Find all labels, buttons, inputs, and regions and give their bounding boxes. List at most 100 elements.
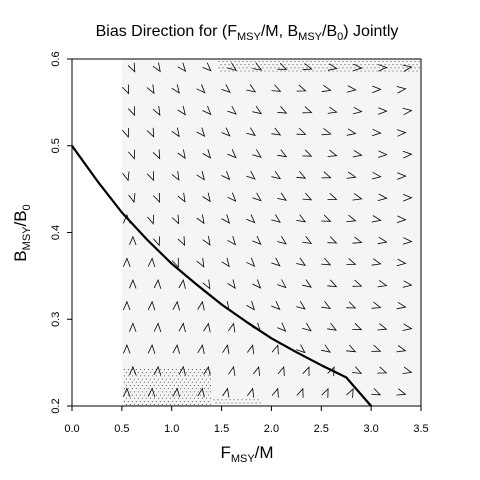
dot [288, 70, 290, 72]
dot [143, 369, 145, 370]
dot [218, 61, 220, 62]
dot [241, 399, 243, 401]
vector-arrow [277, 322, 287, 332]
vector-arrow [371, 388, 382, 396]
dot [153, 378, 155, 380]
dot [294, 67, 296, 69]
dot [394, 61, 396, 62]
dot [173, 391, 175, 393]
vector-arrow [246, 170, 256, 180]
dot [165, 404, 167, 406]
vector-arrow [377, 193, 388, 201]
dot [137, 378, 139, 380]
dot [163, 388, 165, 390]
x-tick-label: 1.5 [214, 423, 229, 435]
dot [191, 381, 193, 383]
dot [167, 388, 169, 390]
dot [125, 404, 127, 406]
dot [370, 61, 372, 62]
dot [356, 70, 358, 72]
dot [410, 67, 412, 69]
vector-arrow [302, 279, 312, 288]
dot [159, 401, 161, 402]
ylabel-mid: /B [11, 210, 30, 226]
dot [374, 67, 376, 69]
dot [147, 381, 149, 383]
dot [133, 397, 135, 399]
dot [135, 394, 137, 396]
dot [179, 388, 181, 390]
dot [189, 391, 191, 393]
dot [205, 397, 207, 399]
vector-arrow [171, 84, 180, 94]
dot [251, 402, 253, 404]
dot [203, 375, 205, 377]
dot [248, 70, 250, 72]
dot [257, 399, 259, 401]
dot [171, 401, 173, 402]
dot [294, 61, 296, 62]
vector-arrow [152, 149, 161, 160]
dot [157, 372, 159, 374]
vector-arrow [153, 322, 162, 333]
dot [304, 70, 306, 72]
chart-title: Bias Direction for (FMSY/M, BMSY/B0) Joi… [96, 23, 399, 43]
vector-arrow [202, 192, 211, 203]
dot [276, 70, 278, 72]
dot [147, 394, 149, 396]
dot [318, 61, 320, 62]
vector-arrow [227, 149, 237, 159]
dot [380, 64, 382, 66]
dot [207, 401, 209, 402]
dot [171, 388, 173, 390]
dot [201, 397, 203, 399]
dot [418, 67, 420, 69]
dot [225, 399, 227, 401]
vector-arrow [396, 215, 407, 223]
dot [191, 388, 193, 390]
dot [384, 70, 386, 72]
dot [201, 391, 203, 393]
dot [137, 391, 139, 393]
dot [340, 64, 342, 66]
vector-arrow [403, 194, 413, 202]
dotted-region-2 [213, 399, 261, 404]
vector-arrow [327, 279, 338, 288]
dot [145, 372, 147, 374]
dot [244, 64, 246, 66]
dot [169, 385, 171, 386]
dot [348, 64, 350, 66]
dot [388, 70, 390, 72]
dot [290, 61, 292, 62]
dot [220, 64, 222, 66]
dot [181, 397, 183, 399]
dot [306, 67, 308, 69]
dot [127, 369, 129, 370]
dot [344, 64, 346, 66]
dot [163, 375, 165, 377]
vector-arrow [296, 387, 304, 398]
dot [157, 397, 159, 399]
dot [135, 375, 137, 377]
dot [270, 67, 272, 69]
dot [243, 402, 245, 404]
dot [292, 70, 294, 72]
dot [300, 64, 302, 66]
dot [384, 64, 386, 66]
vector-arrow [346, 171, 357, 179]
dot [249, 399, 251, 401]
dot [159, 381, 161, 383]
dot [139, 375, 141, 377]
vector-arrow [221, 257, 230, 268]
dot [374, 61, 376, 62]
dot [414, 61, 416, 62]
dot [378, 67, 380, 69]
vector-arrow [152, 236, 161, 247]
vector-arrow [378, 107, 388, 115]
vector-arrow [271, 170, 282, 180]
dot [163, 381, 165, 383]
dot [181, 391, 183, 393]
dot [280, 64, 282, 66]
dot [171, 375, 173, 377]
vector-arrow [277, 365, 285, 377]
